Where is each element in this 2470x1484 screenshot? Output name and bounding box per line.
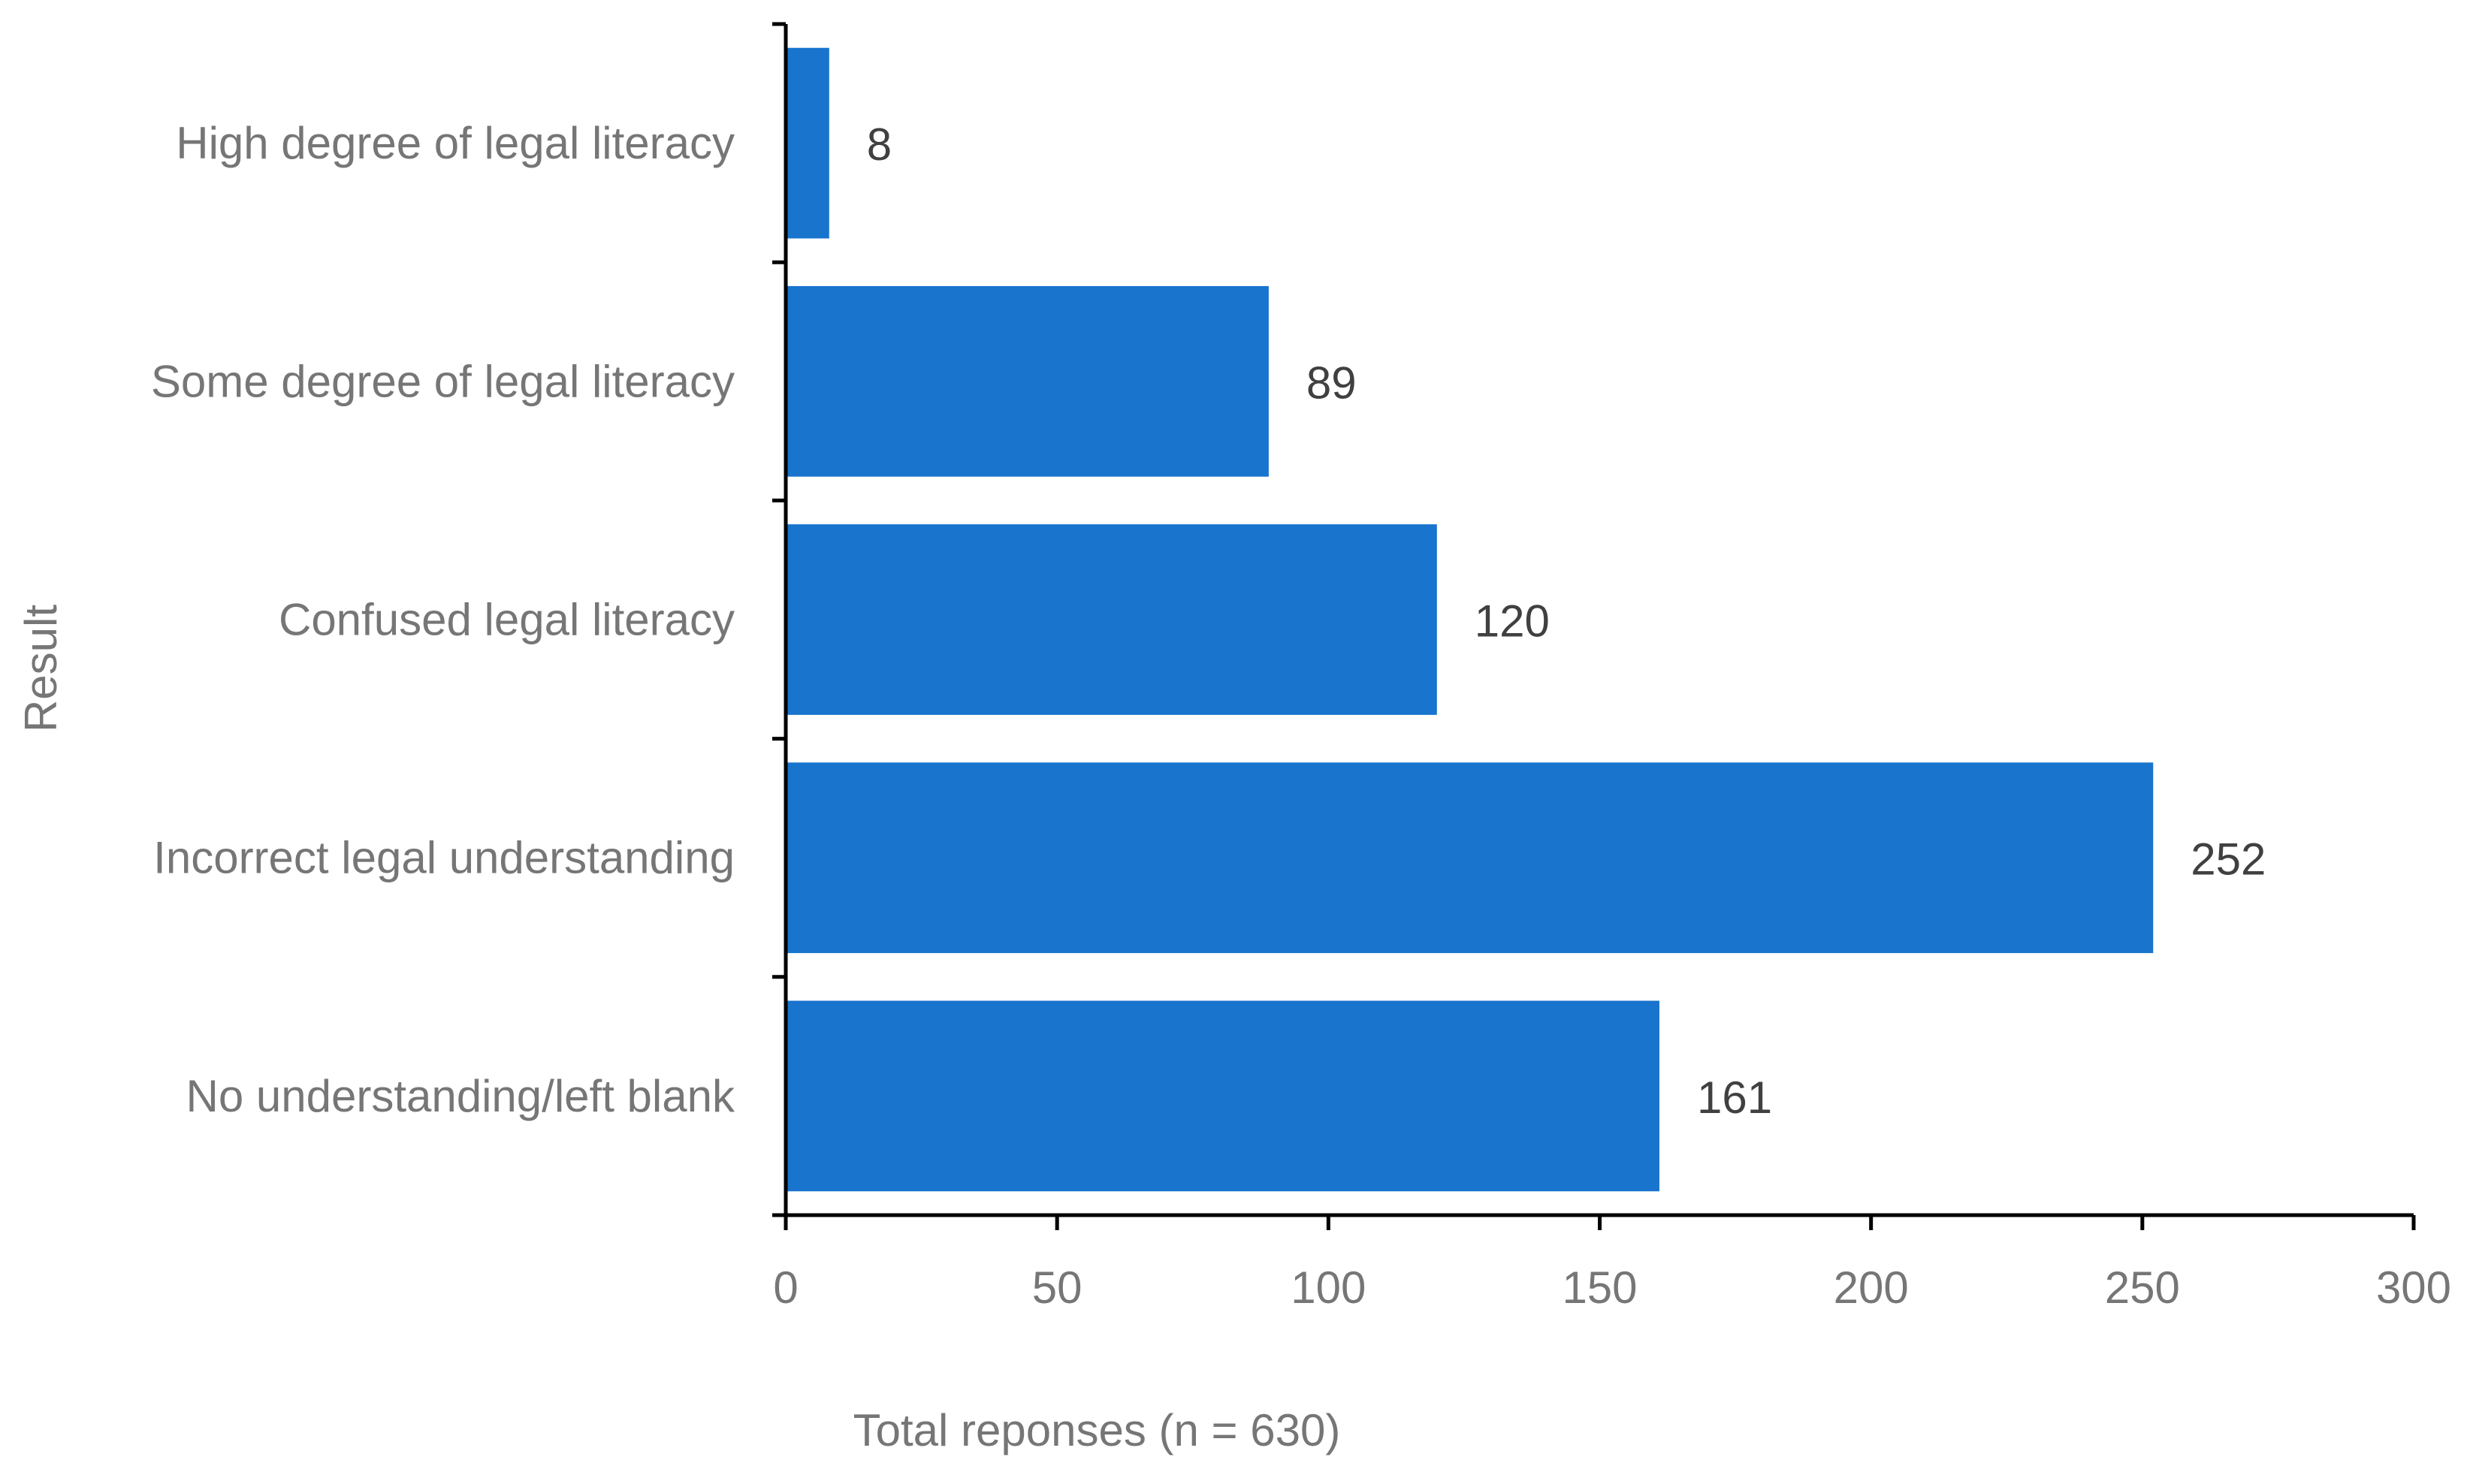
data-label: 120 bbox=[1475, 596, 1550, 647]
data-label: 161 bbox=[1697, 1072, 1772, 1123]
data-label: 89 bbox=[1306, 357, 1357, 408]
x-axis-title: Total reponses (n = 630) bbox=[853, 1405, 1341, 1455]
bars-layer bbox=[786, 47, 2154, 1192]
data-label: 8 bbox=[867, 119, 892, 170]
y-axis-title: Result bbox=[16, 605, 66, 732]
data-label: 252 bbox=[2191, 834, 2266, 885]
ticks-layer bbox=[772, 22, 2416, 1230]
bar bbox=[786, 524, 1437, 715]
bar bbox=[786, 285, 1269, 477]
x-tick-label: 300 bbox=[2376, 1262, 2451, 1313]
x-tick-label: 250 bbox=[2105, 1262, 2180, 1313]
x-tick-label: 100 bbox=[1291, 1262, 1366, 1313]
category-label: High degree of legal literacy bbox=[176, 118, 735, 168]
x-tick-label: 50 bbox=[1032, 1262, 1083, 1313]
x-tick-label: 200 bbox=[1834, 1262, 1909, 1313]
x-tick-label: 150 bbox=[1562, 1262, 1637, 1313]
labels-layer: 0 50 100 150 200 250 300 High degree of legal l… bbox=[151, 118, 2451, 1313]
x-tick-label: 0 bbox=[773, 1262, 798, 1313]
bar bbox=[786, 762, 2154, 954]
bar bbox=[786, 1000, 1659, 1192]
category-label: Incorrect legal understanding bbox=[153, 833, 735, 883]
category-label: No understanding/left blank bbox=[186, 1071, 735, 1121]
category-label: Confused legal literacy bbox=[279, 595, 735, 645]
bar bbox=[786, 47, 829, 239]
category-label: Some degree of legal literacy bbox=[151, 356, 735, 406]
